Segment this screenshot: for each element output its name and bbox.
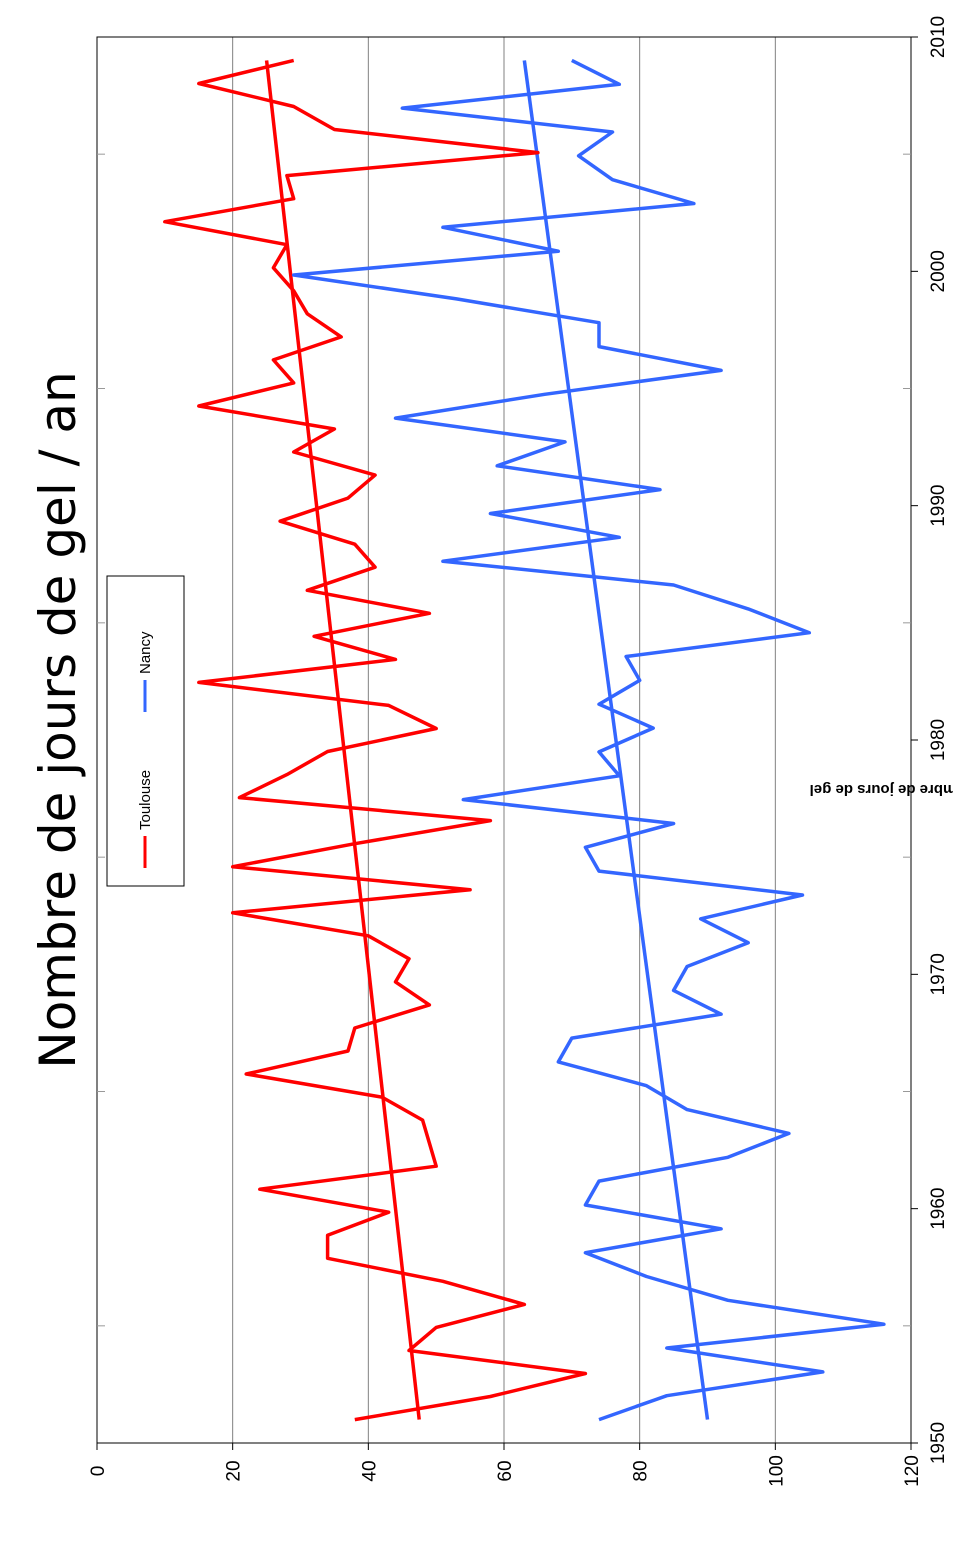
x-tick-label: 2000 <box>928 250 949 292</box>
y-tick-label: 100 <box>766 1455 787 1487</box>
chart-title: Nombre de jours de gel / an <box>29 371 87 1068</box>
x-tick-label: 1970 <box>928 953 949 995</box>
y-tick-label: 60 <box>495 1460 516 1481</box>
y-tick-label: 20 <box>224 1460 245 1481</box>
series-line-toulouse <box>163 58 588 1422</box>
y-tick-label: 80 <box>631 1460 652 1481</box>
legend-label-toulouse: Toulouse <box>137 770 154 830</box>
x-tick-label: 1950 <box>928 1422 949 1464</box>
legend: Toulouse Nancy <box>106 575 185 887</box>
y-axis-ticks: 0 20 40 60 80 100 120 <box>88 1443 923 1487</box>
y-tick-label: 120 <box>902 1455 923 1487</box>
y-axis-label: Nombre de jours de gel <box>810 781 953 798</box>
x-tick-label: 2010 <box>928 16 949 58</box>
legend-box <box>106 575 185 887</box>
trend-line-nancy <box>522 60 710 1420</box>
series-lines <box>163 58 886 1422</box>
x-tick-label: 1980 <box>928 719 949 761</box>
x-axis-ticks: 1950 1960 1970 1980 1990 2000 2010 <box>97 16 949 1464</box>
legend-label-nancy: Nancy <box>137 631 154 674</box>
y-tick-label: 40 <box>359 1460 380 1481</box>
x-tick-label: 1960 <box>928 1188 949 1230</box>
series-line-nancy <box>291 58 886 1422</box>
y-tick-label: 0 <box>88 1466 109 1477</box>
x-tick-label: 1990 <box>928 485 949 527</box>
